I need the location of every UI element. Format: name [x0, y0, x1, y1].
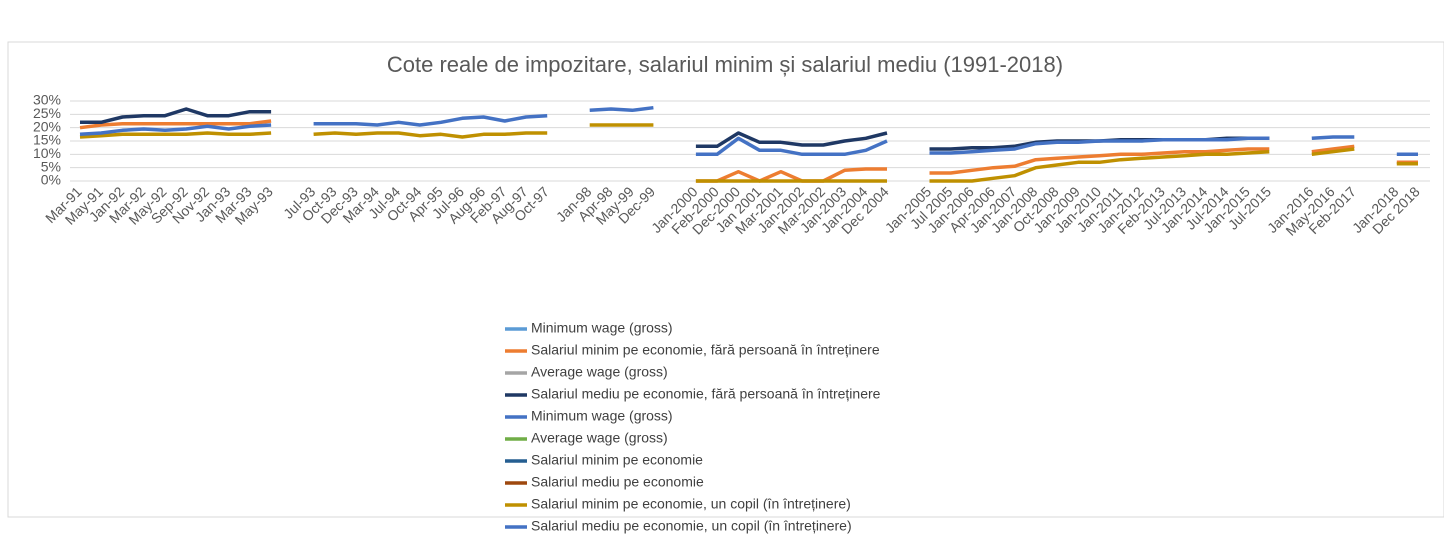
legend-label: Average wage (gross): [531, 364, 668, 380]
y-tick-label: 0%: [41, 172, 61, 188]
series-line: [79, 105, 1418, 157]
legend-label: Salariul minim pe economie, fără persoan…: [531, 342, 880, 358]
y-tick-label: 30%: [33, 92, 61, 108]
legend-label: Minimum wage (gross): [531, 408, 673, 424]
legend-label: Minimum wage (gross): [531, 320, 673, 336]
legend-label: Salariul minim pe economie: [531, 452, 703, 468]
y-tick-label: 5%: [41, 158, 61, 174]
legend-label: Salariul minim pe economie, un copil (în…: [531, 496, 851, 512]
y-tick-label: 10%: [33, 145, 61, 161]
y-tick-label: 20%: [33, 118, 61, 134]
legend-label: Average wage (gross): [531, 430, 668, 446]
y-tick-label: 15%: [33, 132, 61, 148]
series-line: [79, 123, 1418, 183]
chart-frame: [7, 41, 1444, 518]
series-line: [79, 119, 1418, 183]
legend-label: Salariul mediu pe economie: [531, 474, 704, 490]
chart-title: Cote reale de impozitare, salariul minim…: [387, 52, 1063, 77]
legend-label: Salariul mediu pe economie, un copil (în…: [531, 518, 852, 534]
y-tick-label: 25%: [33, 105, 61, 121]
legend-label: Salariul mediu pe economie, fără persoan…: [531, 386, 881, 402]
